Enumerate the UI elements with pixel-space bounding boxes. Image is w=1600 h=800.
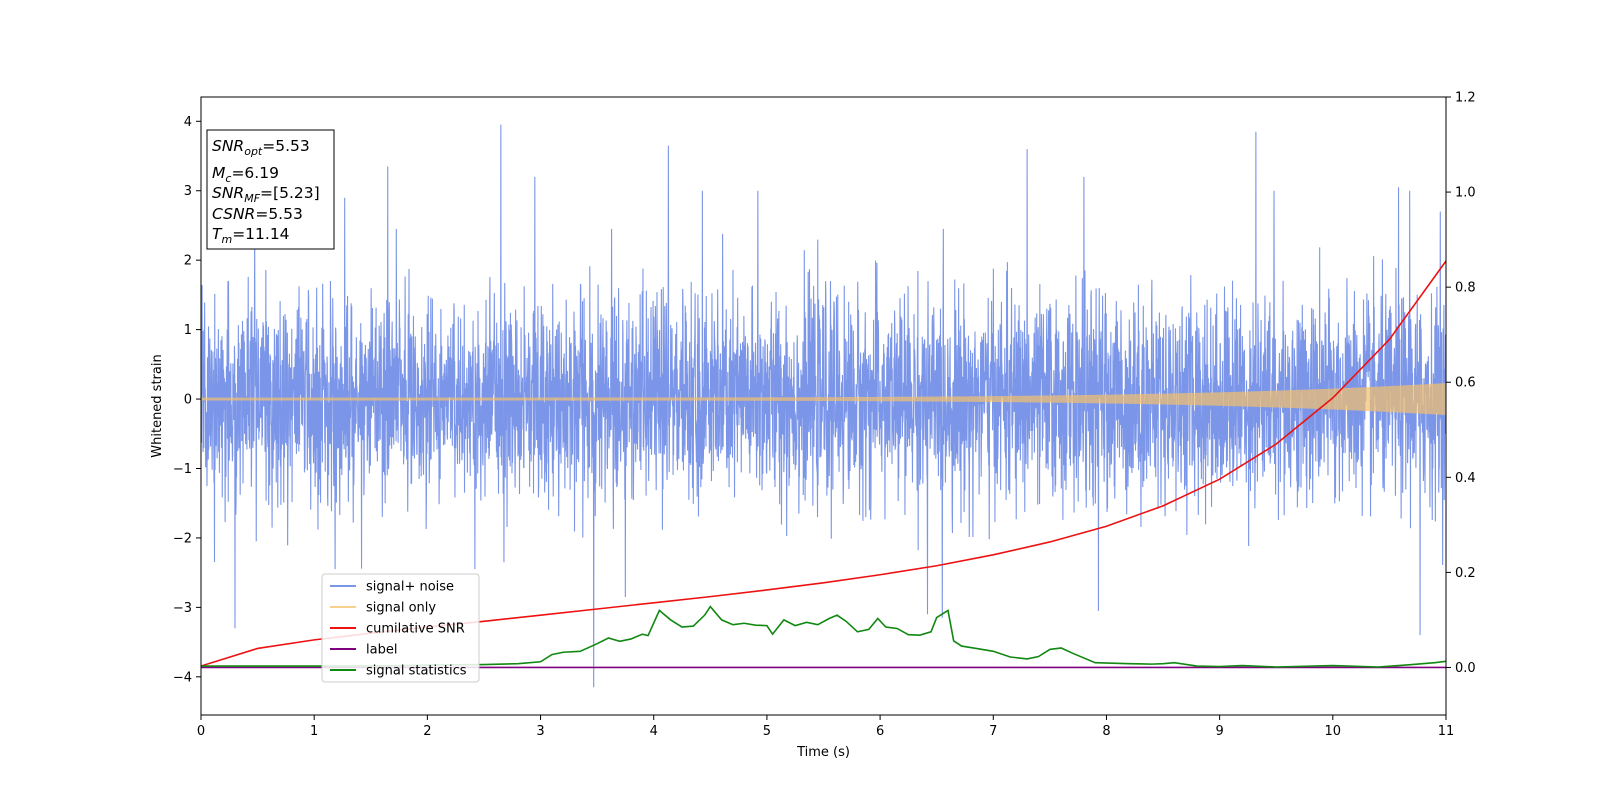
y2-tick-label: 1.0 xyxy=(1455,186,1476,201)
legend-entry: signal statistics xyxy=(330,664,467,679)
x-tick-label: 1 xyxy=(310,724,318,739)
x-tick-label: 10 xyxy=(1325,724,1342,739)
y-tick-label: 0 xyxy=(184,393,192,408)
y-tick-label: −2 xyxy=(173,531,192,546)
x-tick-label: 9 xyxy=(1215,724,1223,739)
y2-tick-label: 0.4 xyxy=(1455,471,1476,486)
y2-tick-label: 0.0 xyxy=(1455,661,1476,676)
y-tick-label: 3 xyxy=(184,184,192,199)
legend-label: cumilative SNR xyxy=(366,622,465,637)
x-tick-label: 3 xyxy=(536,724,544,739)
x-tick-label: 11 xyxy=(1438,724,1455,739)
annotation-line: CSNR=5.53 xyxy=(212,205,303,223)
legend: signal+ noise signal only cumilative SNR la… xyxy=(321,573,480,683)
legend-frame xyxy=(321,573,480,683)
legend-label: signal statistics xyxy=(366,664,467,679)
annotation-frame xyxy=(206,129,335,250)
y-axis-right: 0.0 0.2 0.4 0.6 0.8 1.0 1.2 xyxy=(1446,91,1476,676)
x-axis: 0 1 2 3 4 5 6 7 8 9 10 11 xyxy=(197,715,1454,739)
legend-label: signal+ noise xyxy=(366,580,454,595)
x-tick-label: 8 xyxy=(1102,724,1110,739)
y-tick-label: 4 xyxy=(184,115,192,130)
series-signal-only xyxy=(201,383,1446,416)
legend-entry: label xyxy=(330,643,397,658)
y-tick-label: −4 xyxy=(173,670,192,685)
x-tick-label: 4 xyxy=(650,724,658,739)
series-signal-statistics xyxy=(201,605,1446,668)
x-tick-label: 5 xyxy=(763,724,771,739)
legend-label: signal only xyxy=(366,601,436,616)
y-axis-left: −4 −3 −2 −1 0 1 2 3 4 xyxy=(173,115,201,685)
legend-entry: signal+ noise xyxy=(330,580,454,595)
plot-frame xyxy=(200,96,1447,716)
y2-tick-label: 0.2 xyxy=(1455,566,1476,581)
annotation-line: SNRMF=[5.23] xyxy=(212,184,320,205)
y2-tick-label: 0.6 xyxy=(1455,376,1476,391)
y2-tick-label: 1.2 xyxy=(1455,91,1476,106)
legend-entry: cumilative SNR xyxy=(330,622,465,637)
legend-label: label xyxy=(366,643,397,658)
y2-tick-label: 0.8 xyxy=(1455,281,1476,296)
y-tick-label: −1 xyxy=(173,462,192,477)
y-tick-label: 2 xyxy=(184,254,192,269)
y-tick-label: −3 xyxy=(173,601,192,616)
y-tick-label: 1 xyxy=(184,323,192,338)
x-tick-label: 6 xyxy=(876,724,884,739)
x-tick-label: 7 xyxy=(989,724,997,739)
x-axis-label: Time (s) xyxy=(796,745,850,760)
annotation-line: SNRopt=5.53 xyxy=(212,137,310,158)
x-tick-label: 0 xyxy=(197,724,205,739)
x-tick-label: 2 xyxy=(423,724,431,739)
annotation-line: Tm=11.14 xyxy=(212,225,290,246)
y-axis-label: Whitened strain xyxy=(150,354,165,457)
series-signal-noise xyxy=(201,124,1446,688)
annotation-line: Mc=6.19 xyxy=(212,164,279,185)
legend-entry: signal only xyxy=(330,601,436,616)
